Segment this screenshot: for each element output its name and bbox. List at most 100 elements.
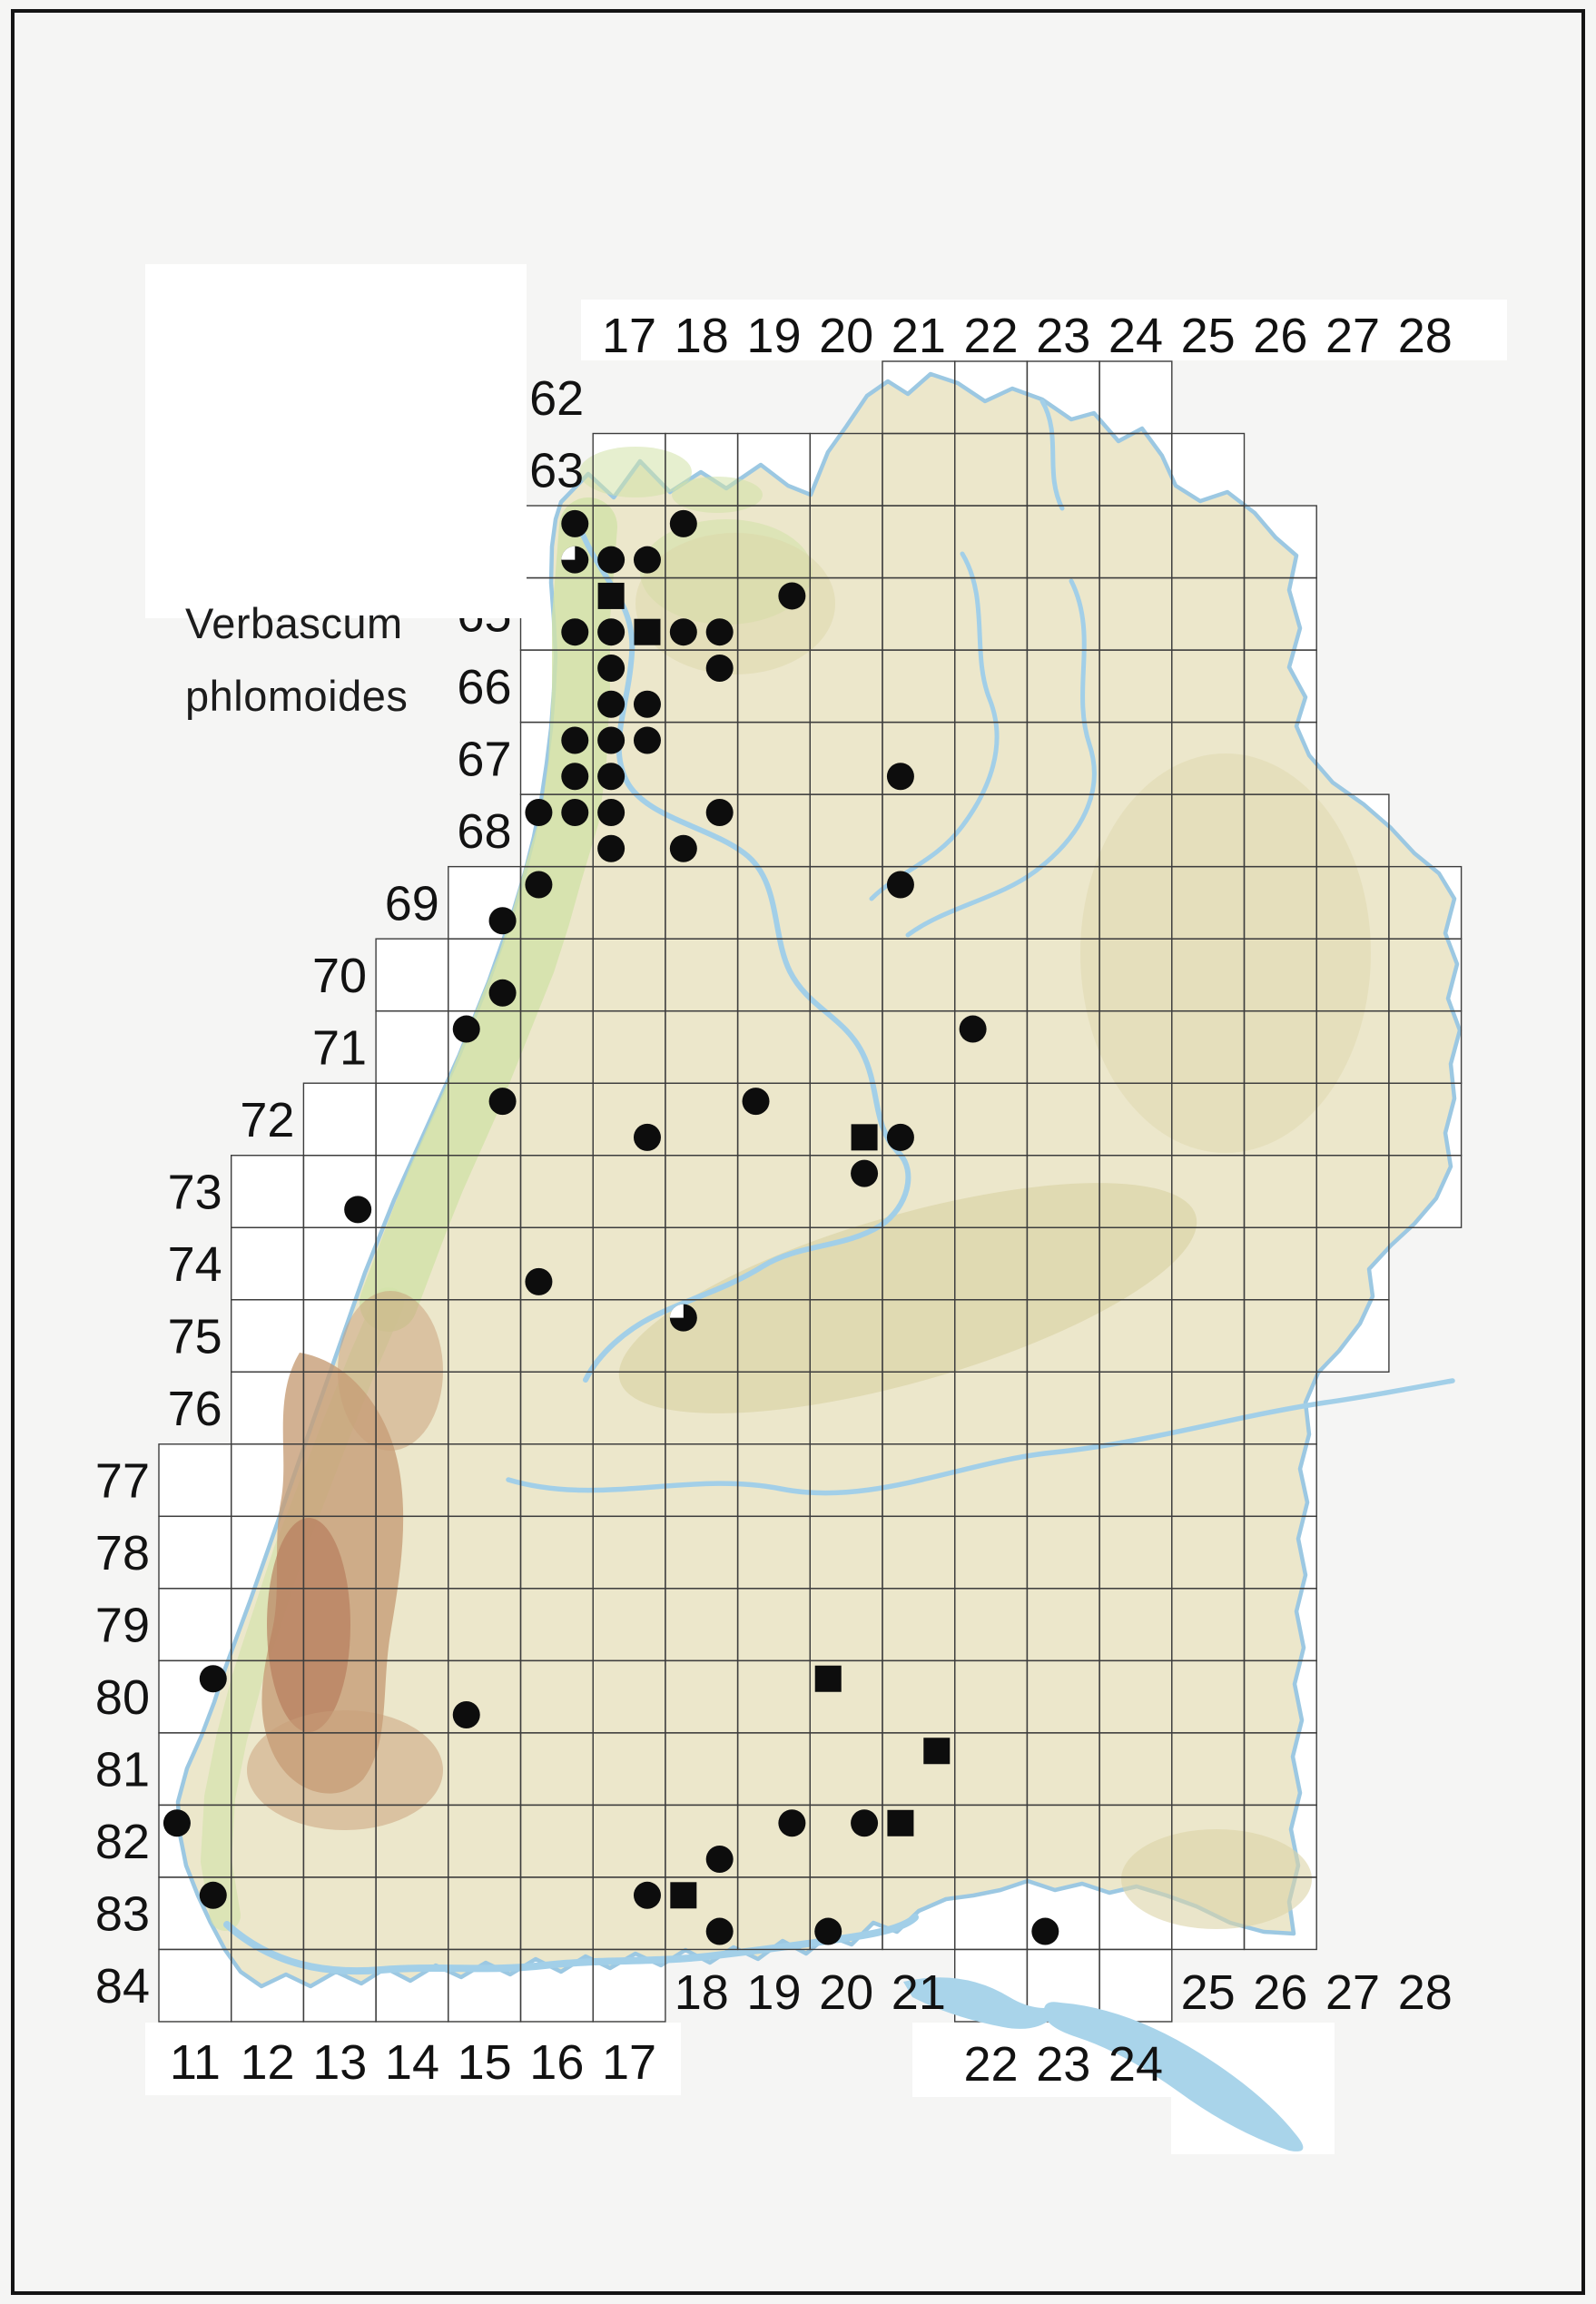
grid-cell [159, 1949, 232, 2022]
record-marker-circle [959, 1015, 987, 1043]
record-marker-square [887, 1809, 914, 1836]
record-marker-circle [344, 1196, 372, 1224]
map-white-backdrops [145, 300, 1507, 2154]
rhine-plain-green [360, 497, 617, 1332]
column-label-bottom: 16 [529, 2035, 584, 2090]
grid-cell-border [1315, 1299, 1390, 1373]
column-label-top: 21 [892, 309, 946, 363]
rivers-layer [223, 399, 1455, 1975]
grid-cell [159, 1516, 232, 1589]
grid-cell [159, 1443, 232, 1517]
column-label-bottom: 23 [1036, 2037, 1090, 2092]
record-marker-square [634, 618, 661, 645]
species-title-box: Verbascum phlomoides [145, 264, 527, 720]
row-label-left: 74 [168, 1237, 222, 1292]
record-marker-circle [525, 871, 553, 899]
terrain-layer [175, 371, 1463, 1989]
record-marker-circle [163, 1809, 191, 1837]
row-label-left: 70 [312, 949, 367, 1003]
neckar-river [575, 518, 911, 1383]
record-marker-circle [778, 582, 806, 610]
record-marker-circle [633, 1881, 661, 1909]
record-marker-circle [597, 799, 626, 826]
row-label-left: 63 [529, 443, 584, 497]
column-label-bottom: 27 [1325, 1965, 1380, 2020]
record-marker-circle [488, 979, 517, 1007]
bodensee-lake [1043, 2002, 1304, 2151]
kocher-river [869, 551, 1000, 901]
marker-white-quarter [561, 546, 576, 560]
allgaeu-relief [1121, 1829, 1312, 1929]
record-marker-circle [525, 799, 553, 826]
record-marker-circle [597, 834, 626, 862]
record-marker-circle [561, 799, 589, 826]
row-label-left: 79 [95, 1599, 150, 1653]
record-marker-circle [561, 509, 589, 537]
column-label-top: 20 [819, 309, 873, 363]
row-label-left: 68 [457, 804, 511, 859]
record-marker-circle [778, 1809, 806, 1837]
record-marker-circle [705, 799, 734, 826]
record-marker-square [597, 582, 625, 609]
record-marker-circle [488, 907, 517, 935]
record-marker-circle [669, 834, 697, 862]
column-label-bottom: 24 [1108, 2037, 1163, 2092]
grid-cell [376, 1010, 448, 1084]
column-label-top: 18 [675, 309, 729, 363]
record-marker-circle [452, 1015, 480, 1043]
record-marker-circle [851, 1159, 879, 1187]
row-label-left: 62 [529, 371, 584, 426]
grid-cell [231, 1155, 304, 1228]
row-label-left: 77 [95, 1454, 150, 1509]
row-label-left: 83 [95, 1887, 150, 1942]
record-marker-circle [705, 1846, 734, 1874]
record-marker-circle [452, 1701, 480, 1728]
record-marker-circle [597, 654, 626, 682]
hochrhein-river [223, 1914, 919, 1975]
column-label-bottom: 28 [1398, 1965, 1453, 2020]
grid-cell [231, 1299, 304, 1373]
record-marker-circle [886, 871, 914, 899]
column-label-top: 22 [964, 309, 1019, 363]
record-marker-circle [561, 618, 589, 646]
record-markers [163, 509, 1059, 1945]
grid-cell-border [592, 1948, 666, 2023]
record-marker-circle [597, 618, 626, 646]
column-label-bottom: 21 [892, 1965, 946, 2020]
east-hills-relief [1080, 753, 1371, 1153]
record-marker-circle [669, 618, 697, 646]
column-label-bottom: 25 [1181, 1965, 1236, 2020]
grid-cell-border [1388, 1155, 1463, 1228]
page-border [11, 9, 1585, 2295]
danube-river [506, 1378, 1455, 1496]
row-label-left: 81 [95, 1743, 150, 1797]
row-label-left: 78 [95, 1526, 150, 1580]
column-label-top: 25 [1181, 309, 1236, 363]
column-label-bottom: 11 [170, 2035, 221, 2090]
record-marker-circle [561, 763, 589, 791]
black-forest-ridge [267, 1518, 350, 1732]
record-marker-circle [705, 618, 734, 646]
column-label-bottom: 13 [312, 2035, 367, 2090]
column-label-bottom: 19 [746, 1965, 801, 2020]
jagst-river [905, 578, 1097, 938]
column-label-top: 26 [1253, 309, 1307, 363]
swabian-alb-relief [618, 1183, 1197, 1413]
column-label-bottom: 12 [241, 2035, 295, 2090]
column-label-top: 28 [1398, 309, 1453, 363]
record-marker-square [814, 1665, 842, 1692]
record-marker-circle [561, 726, 589, 754]
record-marker-square [851, 1124, 878, 1151]
row-label-left: 80 [95, 1670, 150, 1725]
column-label-bottom: 20 [819, 1965, 873, 2020]
row-label-left: 72 [240, 1093, 294, 1147]
column-label-bottom: 14 [385, 2035, 439, 2090]
column-label-bottom: 18 [675, 1965, 729, 2020]
row-label-left: 69 [385, 876, 439, 930]
north-black-forest [338, 1291, 443, 1451]
row-label-left: 66 [457, 660, 511, 714]
column-label-top: 23 [1036, 309, 1090, 363]
grid-labels: 1718192021222324252627286263646566676869… [95, 309, 1453, 2092]
green-patch [640, 519, 813, 625]
record-marker-circle [814, 1917, 842, 1945]
